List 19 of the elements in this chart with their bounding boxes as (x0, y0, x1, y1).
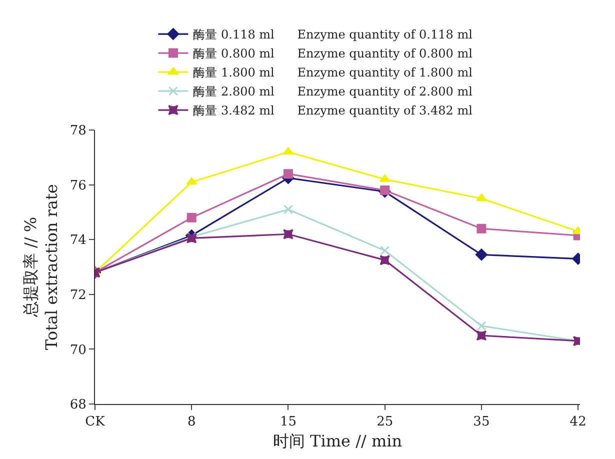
y-tick-label: 70 (70, 342, 86, 358)
y-tick-label: 68 (70, 398, 86, 413)
y-axis-title: 总提取率 // % Total extraction rate (20, 184, 61, 350)
y-tick-label: 74 (70, 233, 86, 248)
x-tick-label: 35 (473, 414, 490, 430)
y-tick-label: 78 (70, 124, 86, 139)
x-tick-label: 8 (187, 414, 196, 430)
x-tick-label: 42 (570, 414, 586, 430)
x-tick-label: 25 (376, 414, 394, 430)
y-tick-label: 76 (70, 178, 86, 194)
legend-label: 酶量 0.800 ml Enzyme quantity of 0.800 ml (193, 46, 473, 61)
legend-label: 酶量 1.800 ml Enzyme quantity of 1.800 ml (193, 66, 473, 80)
legend-label: 酶量 2.800 ml Enzyme quantity of 2.800 ml (193, 84, 473, 99)
legend-label: 酶量 3.482 ml Enzyme quantity of 3.482 ml (193, 104, 473, 118)
x-tick-label: 15 (280, 414, 297, 430)
x-tick-label: CK (85, 414, 106, 430)
legend-label: 酶量 0.118 ml Enzyme quantity of 0.118 ml (193, 28, 473, 42)
y-tick-label: 72 (70, 288, 86, 303)
x-axis-title: 时间 Time // min (272, 431, 402, 450)
